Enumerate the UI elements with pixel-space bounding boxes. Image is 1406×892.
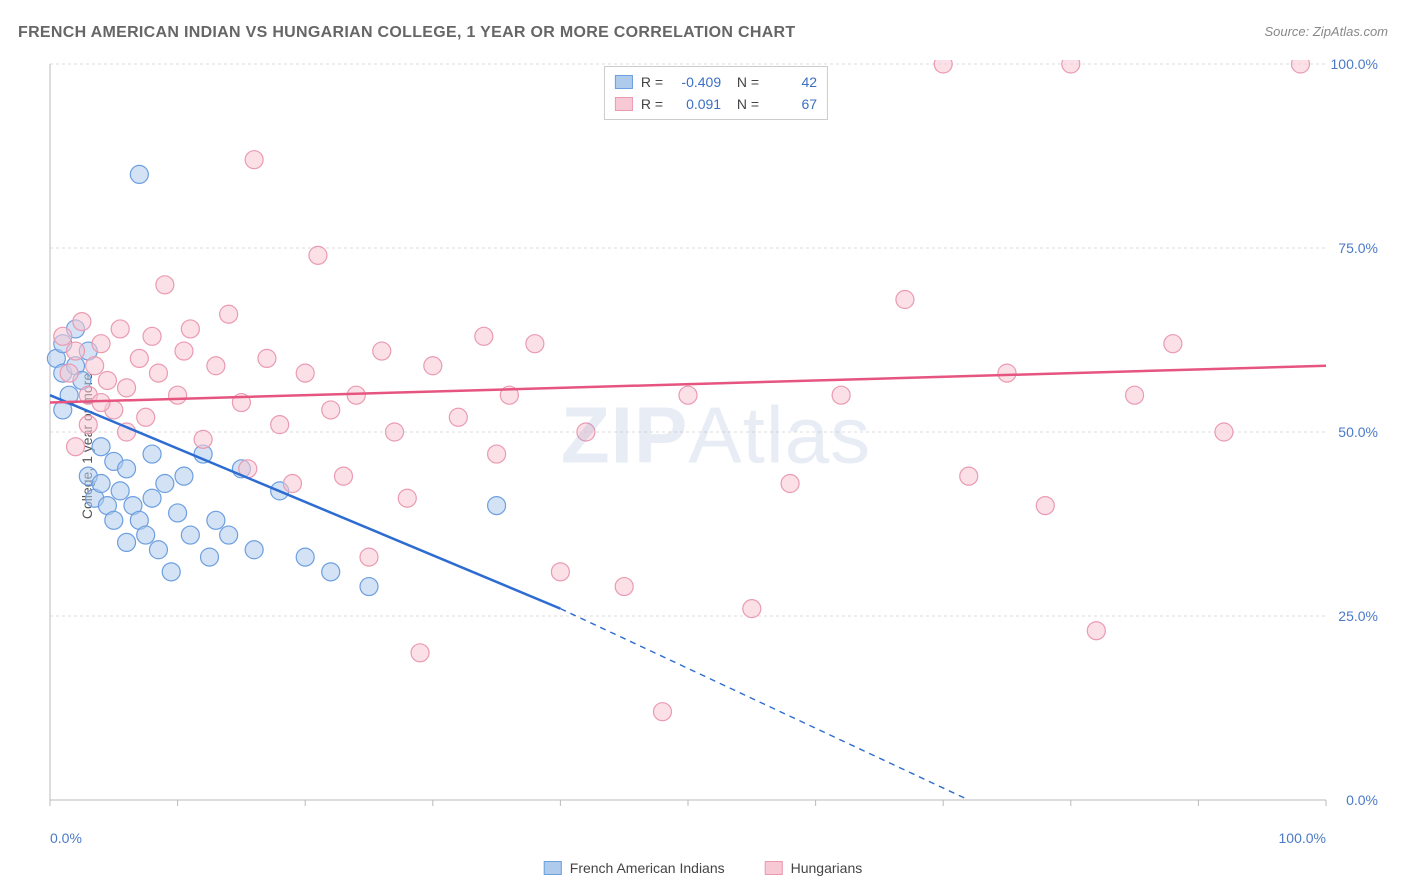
x-tick-label: 100.0% xyxy=(1279,830,1326,846)
legend-label: French American Indians xyxy=(570,860,725,876)
swatch-icon xyxy=(765,861,783,875)
legend-label: Hungarians xyxy=(791,860,863,876)
y-tick-label: 50.0% xyxy=(1338,424,1378,440)
stat-n-label: N = xyxy=(729,71,759,93)
swatch-icon xyxy=(615,97,633,111)
stat-r-label: R = xyxy=(641,93,663,115)
x-tick-label: 0.0% xyxy=(50,830,82,846)
stat-r-value: 0.091 xyxy=(671,93,721,115)
plot-area: ZIPAtlas R = -0.409 N = 42 R = 0.091 N =… xyxy=(46,60,1386,820)
stat-r-value: -0.409 xyxy=(671,71,721,93)
stats-row-series-1: R = 0.091 N = 67 xyxy=(615,93,817,115)
y-tick-label: 25.0% xyxy=(1338,608,1378,624)
stat-n-label: N = xyxy=(729,93,759,115)
y-tick-label: 75.0% xyxy=(1338,240,1378,256)
y-tick-label: 0.0% xyxy=(1346,792,1378,808)
stats-legend: R = -0.409 N = 42 R = 0.091 N = 67 xyxy=(604,66,828,120)
chart-title: FRENCH AMERICAN INDIAN VS HUNGARIAN COLL… xyxy=(18,24,796,42)
stat-n-value: 67 xyxy=(767,93,817,115)
stat-r-label: R = xyxy=(641,71,663,93)
source-attribution: Source: ZipAtlas.com xyxy=(1264,24,1388,39)
swatch-icon xyxy=(544,861,562,875)
scatter-svg xyxy=(46,60,1386,820)
bottom-legend: French American Indians Hungarians xyxy=(544,860,862,876)
y-tick-label: 100.0% xyxy=(1331,56,1378,72)
stat-n-value: 42 xyxy=(767,71,817,93)
legend-item-0: French American Indians xyxy=(544,860,725,876)
legend-item-1: Hungarians xyxy=(765,860,863,876)
swatch-icon xyxy=(615,75,633,89)
stats-row-series-0: R = -0.409 N = 42 xyxy=(615,71,817,93)
